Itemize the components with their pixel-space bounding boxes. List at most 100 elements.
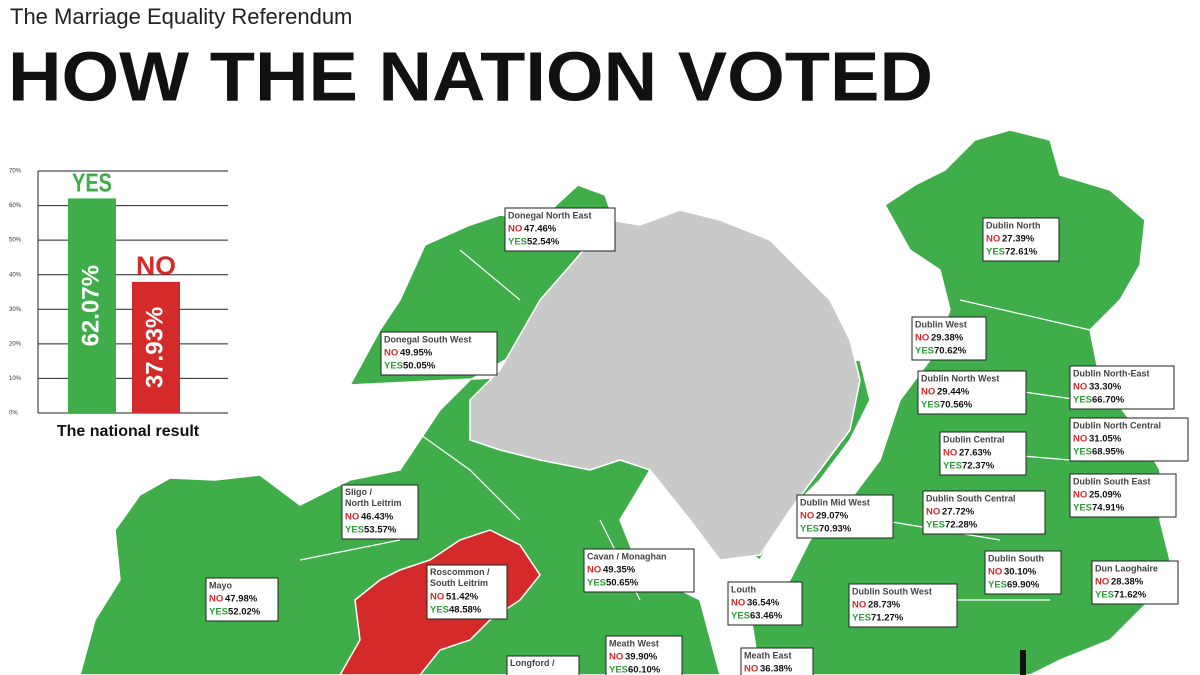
- no-label: NO: [1073, 490, 1087, 501]
- label-box: [922, 490, 1046, 535]
- yes-share: 69.90%: [1007, 580, 1040, 591]
- no-label: NO: [744, 664, 758, 675]
- constituency-name: Donegal South West: [384, 334, 471, 344]
- no-share: 27.39%: [1002, 234, 1035, 245]
- label-box: [727, 581, 803, 626]
- yes-share: 68.95%: [1092, 447, 1125, 458]
- constituency-name: Dublin North-East: [1073, 368, 1150, 378]
- label-box: [605, 635, 683, 675]
- yes-label: YES: [430, 605, 449, 616]
- yes-label: YES: [926, 520, 945, 531]
- label-box: [1069, 365, 1175, 410]
- constituency-name: Roscommon / South Leitrim: [430, 567, 490, 588]
- label-box: [740, 647, 814, 675]
- no-share: 29.44%: [937, 387, 970, 398]
- constituency-name: Cavan / Monaghan: [587, 551, 667, 561]
- no-label: NO: [943, 448, 957, 459]
- label-box: [1069, 417, 1189, 462]
- no-share: 51.42%: [446, 592, 479, 603]
- subtitle: The Marriage Equality Referendum: [10, 4, 352, 29]
- constituency-name: Dublin North Central: [1073, 420, 1161, 430]
- y-tick-label: 60%: [9, 203, 22, 209]
- constituency-name: Dublin South Central: [926, 493, 1016, 503]
- no-share: 47.46%: [524, 224, 557, 235]
- label-box: [917, 370, 1027, 415]
- title: HOW THE NATION VOTED: [8, 37, 933, 115]
- yes-label: YES: [609, 665, 628, 675]
- yes-share: 52.54%: [527, 237, 560, 248]
- no-share: 36.54%: [747, 598, 780, 609]
- yes-label: YES: [587, 578, 606, 589]
- yes-label: YES: [943, 461, 962, 472]
- no-share: 46.43%: [361, 512, 394, 523]
- no-label: NO: [345, 512, 359, 523]
- value-label: 62.07%: [77, 265, 104, 346]
- no-label: NO: [609, 652, 623, 663]
- y-tick-label: 40%: [9, 272, 22, 278]
- no-share: 28.38%: [1111, 577, 1144, 588]
- y-tick-label: 10%: [9, 376, 22, 382]
- yes-label: YES: [800, 524, 819, 535]
- label-box: [426, 564, 508, 620]
- bar: [132, 281, 180, 413]
- yes-share: 66.70%: [1092, 395, 1125, 406]
- no-share: 36.38%: [760, 664, 793, 675]
- yes-share: 70.93%: [819, 524, 852, 535]
- region-grey: [469, 209, 861, 561]
- constituency-name: Dublin South East: [1073, 476, 1151, 486]
- label-box: [796, 494, 894, 539]
- yes-share: 72.28%: [945, 520, 978, 531]
- yes-label: YES: [1073, 395, 1092, 406]
- yes-share: 74.91%: [1092, 503, 1125, 514]
- yes-share: 50.65%: [606, 578, 639, 589]
- label-box: [911, 316, 987, 361]
- label-box: [984, 550, 1062, 595]
- yes-share: 70.56%: [940, 400, 973, 411]
- no-label: NO: [430, 592, 444, 603]
- yes-label: YES: [1073, 503, 1092, 514]
- constituency-name: Dublin North West: [921, 373, 999, 383]
- yes-share: 71.27%: [871, 613, 904, 624]
- category-label: YES: [72, 167, 112, 197]
- no-label: NO: [1073, 382, 1087, 393]
- constituency-name: Longford /: [510, 658, 555, 668]
- constituency-name: Meath West: [609, 638, 659, 648]
- no-label: NO: [587, 565, 601, 576]
- no-share: 31.05%: [1089, 434, 1122, 445]
- yes-label: YES: [508, 237, 527, 248]
- bar: [68, 198, 116, 413]
- constituency-name: Dublin Central: [943, 434, 1005, 444]
- y-tick-label: 70%: [9, 169, 22, 175]
- no-label: NO: [800, 511, 814, 522]
- no-label: NO: [915, 333, 929, 344]
- yes-share: 71.62%: [1114, 590, 1147, 601]
- constituency-name: Dublin South: [988, 553, 1044, 563]
- label-box: [1069, 473, 1177, 518]
- constituency-name: Meath East: [744, 650, 792, 660]
- map-marker: [1020, 650, 1026, 675]
- no-label: NO: [921, 387, 935, 398]
- y-tick-label: 50%: [9, 238, 22, 244]
- yes-share: 72.61%: [1005, 247, 1038, 258]
- yes-label: YES: [988, 580, 1007, 591]
- yes-share: 60.10%: [628, 665, 661, 675]
- no-label: NO: [852, 600, 866, 611]
- yes-share: 70.62%: [934, 346, 967, 357]
- no-share: 49.35%: [603, 565, 636, 576]
- yes-label: YES: [921, 400, 940, 411]
- no-label: NO: [988, 567, 1002, 578]
- value-label: 37.93%: [141, 307, 168, 388]
- no-share: 25.09%: [1089, 490, 1122, 501]
- y-tick-label: 30%: [9, 307, 22, 313]
- no-label: NO: [508, 224, 522, 235]
- no-label: NO: [1073, 434, 1087, 445]
- label-box: [205, 577, 279, 622]
- constituency-name: Sligo / North Leitrim: [345, 487, 402, 508]
- label-box: [982, 217, 1060, 262]
- category-label: NO: [136, 251, 176, 281]
- label-box: [380, 331, 498, 376]
- no-label: NO: [384, 348, 398, 359]
- constituency-name: Dun Laoghaire: [1095, 563, 1158, 573]
- yes-share: 53.57%: [364, 525, 397, 536]
